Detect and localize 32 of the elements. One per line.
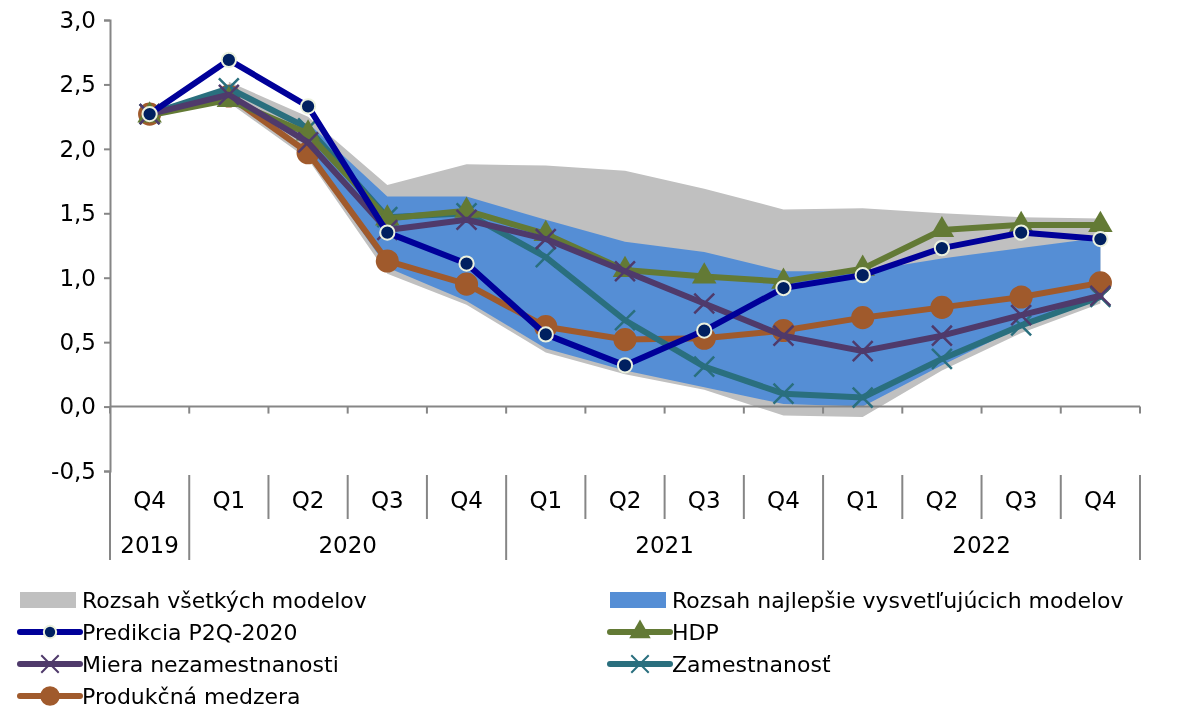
legend-label: Produkčná medzera bbox=[82, 684, 301, 709]
y-tick-label: 1,0 bbox=[59, 264, 96, 291]
x-tick-label: Q2 bbox=[608, 487, 642, 513]
legend-label: Rozsah všetkých modelov bbox=[82, 588, 367, 613]
legend-label: HDP bbox=[672, 620, 719, 645]
legend-label: Predikcia P2Q-2020 bbox=[82, 620, 298, 645]
legend-label: Zamestnanosť bbox=[672, 652, 831, 677]
y-tick-label: 1,5 bbox=[59, 200, 96, 227]
x-tick-label: Q1 bbox=[846, 487, 880, 513]
legend-label: Miera nezamestnanosti bbox=[82, 652, 339, 677]
y-tick-label: 0,5 bbox=[59, 329, 96, 355]
x-tick-label: Q3 bbox=[1004, 487, 1038, 513]
text: 2021 bbox=[635, 532, 694, 558]
text: 2019 bbox=[120, 532, 179, 558]
x-tick-label: Q4 bbox=[767, 487, 800, 513]
x-tick-label: Q4 bbox=[450, 487, 483, 513]
text: 2022 bbox=[952, 532, 1011, 558]
x-tick-label: Q1 bbox=[529, 487, 563, 513]
x-tick-label: Q4 bbox=[1084, 487, 1117, 513]
x-tick-label: Q4 bbox=[133, 487, 166, 513]
x-tick-label: Q2 bbox=[291, 487, 325, 513]
x-tick-label: Q1 bbox=[212, 487, 246, 513]
x-tick-label: Q2 bbox=[925, 487, 959, 513]
y-tick-label: 2,0 bbox=[59, 135, 96, 162]
text: 2020 bbox=[318, 532, 377, 558]
y-tick-label: -0,5 bbox=[51, 457, 96, 484]
y-tick-label: 2,5 bbox=[59, 71, 96, 98]
y-tick-label: 0,0 bbox=[59, 393, 96, 420]
y-tick-label: 3,0 bbox=[59, 6, 96, 33]
legend-label: Rozsah najlepšie vysvetľujúcich modelov bbox=[672, 588, 1124, 613]
x-tick-label: Q3 bbox=[370, 487, 404, 513]
x-tick-label: Q3 bbox=[687, 487, 721, 513]
